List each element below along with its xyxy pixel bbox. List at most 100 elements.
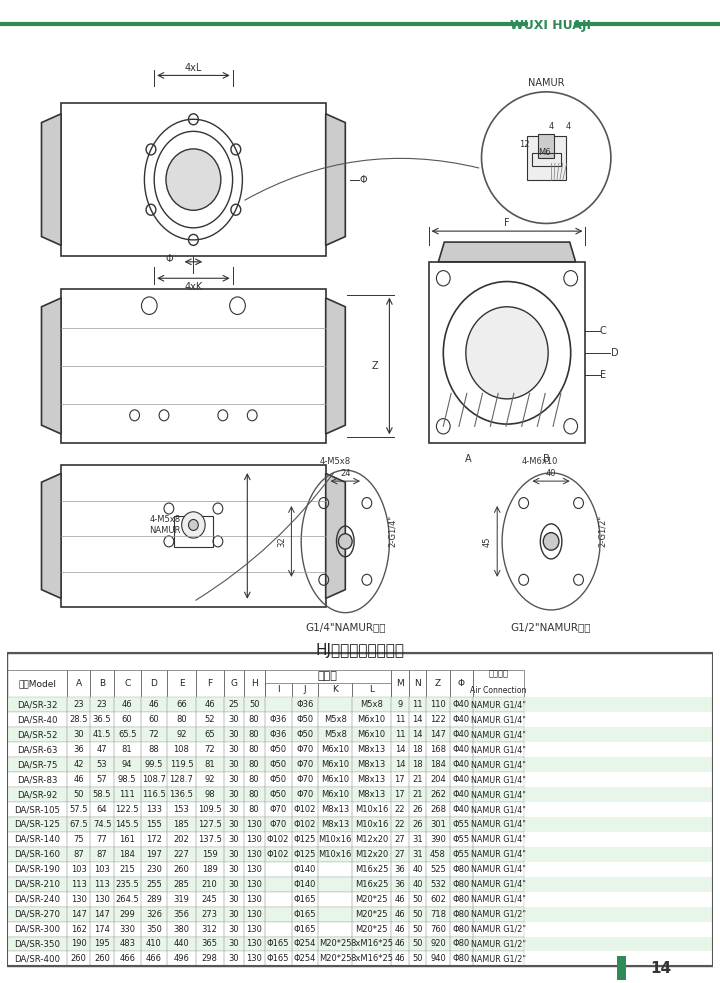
Text: 122: 122 <box>430 716 446 724</box>
Bar <box>243 742 265 757</box>
Text: NAMUR G1/4": NAMUR G1/4" <box>471 880 526 889</box>
Bar <box>243 906 265 922</box>
Bar <box>243 698 265 713</box>
Bar <box>67 773 91 787</box>
Text: DA/SR-300: DA/SR-300 <box>14 925 60 934</box>
Bar <box>7 952 67 966</box>
Text: 260: 260 <box>174 865 189 874</box>
Text: M5x8: M5x8 <box>324 716 347 724</box>
Text: 127.5: 127.5 <box>198 820 222 829</box>
Bar <box>318 937 352 952</box>
Text: 23: 23 <box>73 701 84 710</box>
Text: Φ165: Φ165 <box>294 895 316 903</box>
Bar <box>140 847 167 862</box>
Bar <box>7 698 67 713</box>
Bar <box>391 922 409 937</box>
Bar <box>292 742 318 757</box>
Text: B: B <box>543 454 549 464</box>
Text: Φ140: Φ140 <box>294 880 316 889</box>
Text: 147: 147 <box>71 909 86 918</box>
Bar <box>352 742 391 757</box>
Bar <box>91 832 114 847</box>
Bar <box>318 682 352 698</box>
Text: 264.5: 264.5 <box>115 895 139 903</box>
Text: 4xL: 4xL <box>185 63 202 73</box>
Text: D: D <box>611 348 618 358</box>
Text: M16x25: M16x25 <box>355 880 388 889</box>
Bar <box>318 922 352 937</box>
Bar <box>140 773 167 787</box>
Bar <box>196 937 224 952</box>
Text: 30: 30 <box>228 790 239 799</box>
Bar <box>114 832 140 847</box>
Bar <box>7 787 713 802</box>
Text: Φ80: Φ80 <box>453 865 470 874</box>
Bar <box>473 847 523 862</box>
Bar <box>7 906 713 922</box>
Text: 连接孔: 连接孔 <box>318 671 338 681</box>
Bar <box>409 847 426 862</box>
Text: 4: 4 <box>549 123 554 132</box>
Text: 53: 53 <box>96 760 107 769</box>
Bar <box>318 862 352 877</box>
Bar <box>167 698 196 713</box>
Text: NAMUR G1/2": NAMUR G1/2" <box>471 954 526 963</box>
Text: 11: 11 <box>395 730 405 739</box>
Bar <box>391 952 409 966</box>
Bar <box>167 906 196 922</box>
Bar <box>91 862 114 877</box>
Text: 26: 26 <box>412 820 423 829</box>
Bar <box>91 906 114 922</box>
Bar <box>7 892 67 906</box>
Bar <box>318 727 352 742</box>
Text: DA/SR-270: DA/SR-270 <box>14 909 60 918</box>
Text: 168: 168 <box>430 745 446 754</box>
Text: Φ140: Φ140 <box>294 865 316 874</box>
Bar <box>140 906 167 922</box>
Text: Φ80: Φ80 <box>453 909 470 918</box>
Bar <box>449 773 473 787</box>
Bar <box>167 742 196 757</box>
Bar <box>473 727 523 742</box>
Bar <box>391 742 409 757</box>
Bar <box>426 669 449 698</box>
Text: 215: 215 <box>120 865 135 874</box>
Bar <box>67 817 91 832</box>
Bar <box>243 757 265 773</box>
Bar <box>7 727 67 742</box>
Bar <box>140 713 167 727</box>
Text: Φ70: Φ70 <box>269 805 287 814</box>
Bar <box>167 892 196 906</box>
Bar <box>426 698 449 713</box>
Text: 99.5: 99.5 <box>145 760 163 769</box>
Text: Φ80: Φ80 <box>453 895 470 903</box>
Bar <box>449 952 473 966</box>
Text: NAMUR G1/4": NAMUR G1/4" <box>471 835 526 843</box>
Bar <box>67 713 91 727</box>
Text: 50: 50 <box>413 895 423 903</box>
Bar <box>409 832 426 847</box>
Bar <box>449 906 473 922</box>
Text: Φ102: Φ102 <box>267 850 289 859</box>
Text: 36: 36 <box>395 865 405 874</box>
Bar <box>61 289 325 442</box>
Text: NAMUR G1/4": NAMUR G1/4" <box>471 776 526 784</box>
Bar <box>426 773 449 787</box>
Bar <box>91 757 114 773</box>
Text: DA/SR-400: DA/SR-400 <box>14 954 60 963</box>
Text: NAMUR G1/2": NAMUR G1/2" <box>471 925 526 934</box>
Bar <box>196 952 224 966</box>
Bar <box>140 669 167 698</box>
Text: 920: 920 <box>430 940 446 949</box>
Bar <box>67 757 91 773</box>
Bar <box>67 952 91 966</box>
Text: 72: 72 <box>148 730 159 739</box>
Text: 92: 92 <box>176 730 186 739</box>
Bar <box>243 727 265 742</box>
Text: 11: 11 <box>395 716 405 724</box>
Text: M8x13: M8x13 <box>321 805 349 814</box>
Text: 40: 40 <box>546 469 557 478</box>
Bar <box>426 922 449 937</box>
Bar <box>409 937 426 952</box>
Bar <box>265 937 292 952</box>
